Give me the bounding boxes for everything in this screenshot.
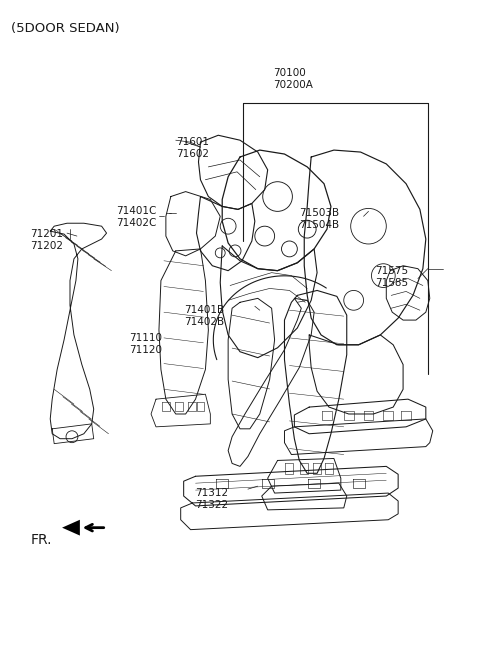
Text: 70100
70200A: 70100 70200A (273, 68, 312, 90)
Text: 71312
71322: 71312 71322 (195, 488, 228, 510)
Text: 71110
71120: 71110 71120 (129, 333, 162, 355)
Text: FR.: FR. (30, 533, 52, 546)
Text: 71503B
71504B: 71503B 71504B (300, 209, 339, 230)
Text: 71601
71602: 71601 71602 (176, 137, 209, 159)
Text: 71401B
71402B: 71401B 71402B (184, 305, 224, 327)
Text: 71201
71202: 71201 71202 (30, 229, 63, 251)
Polygon shape (62, 520, 80, 535)
Text: 71401C
71402C: 71401C 71402C (117, 207, 157, 228)
Text: 71575
71585: 71575 71585 (375, 266, 408, 288)
Text: (5DOOR SEDAN): (5DOOR SEDAN) (11, 22, 120, 35)
